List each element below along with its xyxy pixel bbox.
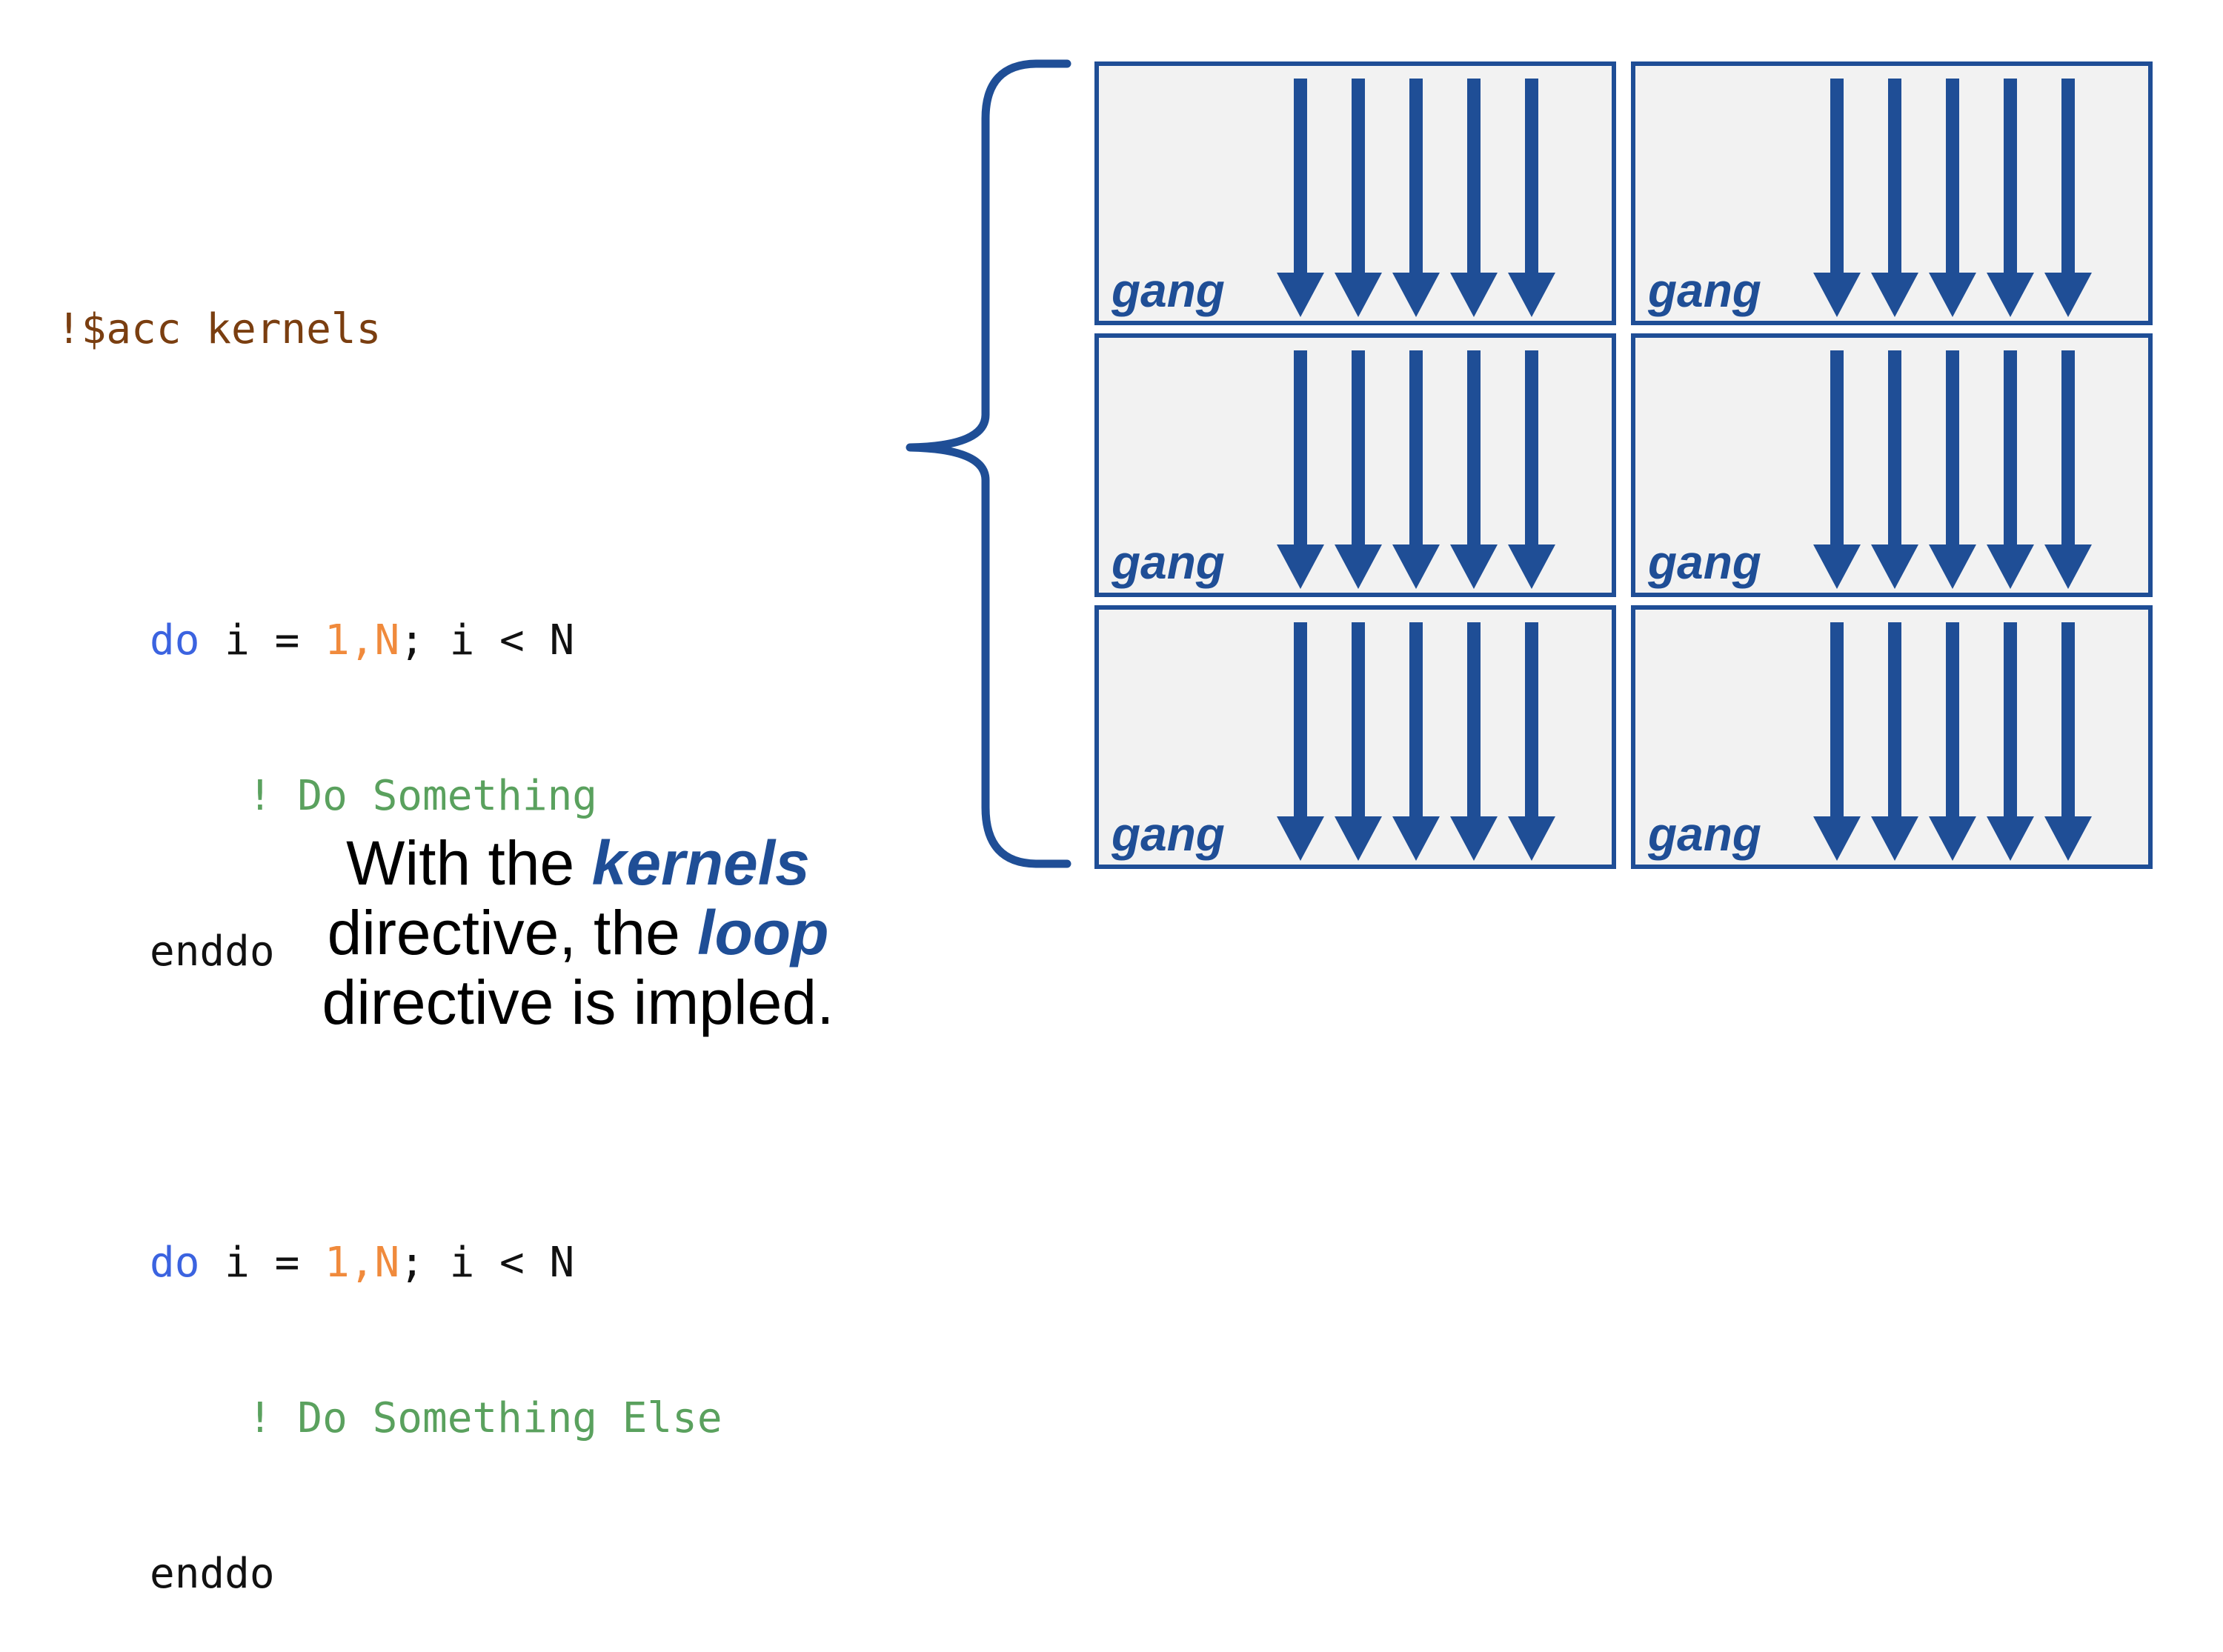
curly-brace	[906, 59, 1071, 868]
thread-arrow	[1871, 622, 1918, 861]
caption-text: With the	[346, 828, 592, 898]
code-line-loop2-end: enddo	[56, 1548, 722, 1600]
thread-arrow	[1335, 79, 1382, 317]
thread-arrow	[1929, 79, 1976, 317]
thread-arrow	[2044, 79, 2092, 317]
gang-box: gang	[1631, 61, 2153, 325]
thread-arrow	[1987, 350, 2034, 589]
thread-arrow	[1450, 350, 1498, 589]
caption-kernels-emphasis: kernels	[591, 828, 810, 898]
thread-arrow	[1392, 350, 1440, 589]
thread-arrow	[1508, 350, 1555, 589]
loop-cond: ; i < N	[399, 1239, 575, 1287]
caption: With the kernels directive, the loop dir…	[282, 828, 874, 1037]
loop1-comment: ! Do Something	[247, 772, 598, 820]
thread-arrow	[1508, 622, 1555, 861]
thread-arrow	[1450, 79, 1498, 317]
caption-line-3: directive is impled.	[282, 967, 874, 1037]
loop2-comment: ! Do Something Else	[247, 1394, 722, 1442]
gang-label: gang	[1111, 264, 1225, 317]
caption-line-1: With the kernels	[282, 828, 874, 898]
code-line-loop2-header: do i = 1,N; i < N	[56, 1237, 722, 1289]
thread-arrow	[1335, 350, 1382, 589]
thread-arrow	[1277, 79, 1324, 317]
gang-box: gang	[1631, 333, 2153, 597]
do-keyword: do	[150, 1239, 200, 1287]
thread-arrow	[1813, 79, 1861, 317]
do-keyword: do	[150, 616, 200, 665]
loop-cond: ; i < N	[399, 616, 575, 665]
gang-diagram: gang gang gang gang gang gang	[906, 59, 2153, 869]
loop-range: 1,N	[325, 1239, 400, 1287]
gang-label: gang	[1647, 807, 1761, 861]
code-line-loop2-comment: ! Do Something Else	[56, 1393, 722, 1445]
thread-arrow	[1335, 622, 1382, 861]
thread-arrow	[1871, 79, 1918, 317]
loop-var: i =	[199, 616, 325, 665]
gang-label: gang	[1111, 807, 1225, 861]
thread-arrow	[1277, 350, 1324, 589]
thread-arrow	[2044, 622, 2092, 861]
thread-arrow	[1929, 622, 1976, 861]
thread-arrow	[1450, 622, 1498, 861]
gang-box: gang	[1631, 605, 2153, 869]
code-line-loop1-header: do i = 1,N; i < N	[56, 615, 722, 667]
enddo-keyword: enddo	[150, 1550, 275, 1598]
gang-label: gang	[1647, 536, 1761, 589]
loop-range: 1,N	[325, 616, 400, 665]
thread-arrow	[1987, 79, 2034, 317]
gang-label: gang	[1111, 536, 1225, 589]
thread-arrow	[1277, 622, 1324, 861]
thread-arrow	[1813, 350, 1861, 589]
caption-text: directive is impled.	[322, 967, 834, 1037]
code-line-loop1-comment: ! Do Something	[56, 770, 722, 822]
caption-line-2: directive, the loop	[282, 898, 874, 967]
caption-loop-emphasis: loop	[697, 898, 829, 967]
loop-var: i =	[199, 1239, 325, 1287]
gang-box: gang	[1094, 333, 1616, 597]
thread-arrow	[1508, 79, 1555, 317]
thread-arrow	[1392, 79, 1440, 317]
gang-label: gang	[1647, 264, 1761, 317]
caption-text: directive, the	[327, 898, 698, 967]
thread-arrow	[1813, 622, 1861, 861]
thread-arrow	[2044, 350, 2092, 589]
thread-arrow	[1871, 350, 1918, 589]
gang-box: gang	[1094, 61, 1616, 325]
thread-arrow	[1392, 622, 1440, 861]
thread-arrow	[1929, 350, 1976, 589]
thread-arrow	[1987, 622, 2034, 861]
directive-text: !$acc kernels	[56, 305, 382, 353]
enddo-keyword: enddo	[150, 927, 275, 976]
code-line-directive: !$acc kernels	[56, 304, 722, 356]
gang-box: gang	[1094, 605, 1616, 869]
code-line-loop1-end: enddo	[56, 926, 722, 978]
